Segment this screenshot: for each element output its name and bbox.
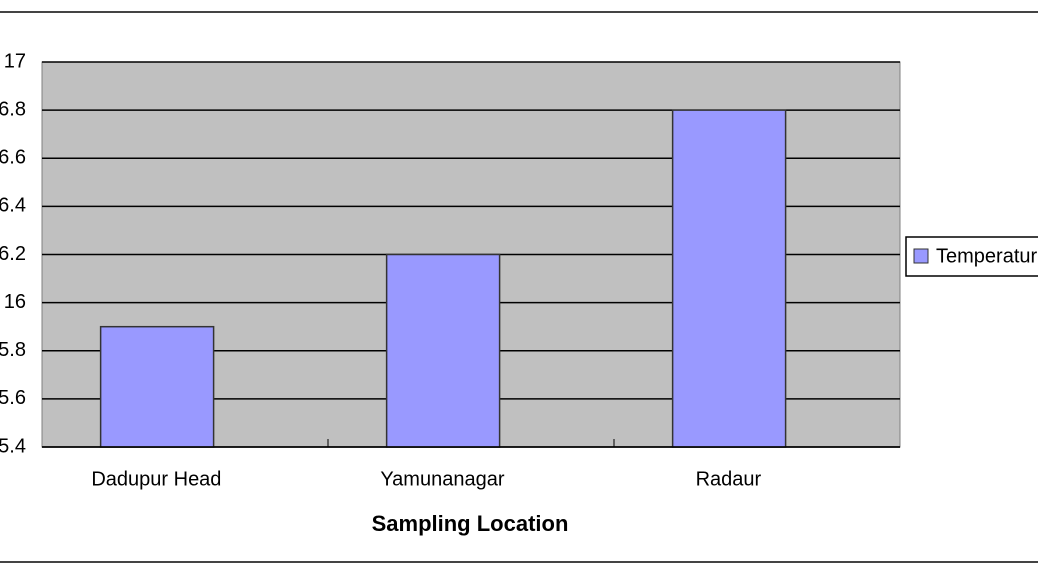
x-tick-label: Yamunanagar (380, 468, 505, 490)
y-tick-label: 16.8 (0, 98, 26, 120)
x-axis-title: Sampling Location (372, 511, 569, 536)
legend-label: Temperature (936, 245, 1038, 267)
y-tick-label: 17 (4, 50, 26, 72)
y-tick-label: 16 (4, 291, 26, 313)
y-tick-label: 15.4 (0, 435, 26, 457)
y-tick-label: 15.6 (0, 387, 26, 409)
y-tick-label: 16.6 (0, 147, 26, 169)
x-tick-label: Radaur (696, 468, 762, 490)
y-tick-label: 16.4 (0, 195, 26, 217)
bar (671, 109, 787, 448)
y-tick-label: 16.2 (0, 243, 26, 265)
legend-swatch (913, 248, 929, 264)
x-tick-label: Dadupur Head (91, 468, 221, 490)
y-tick-label: 15.8 (0, 339, 26, 361)
bar (385, 253, 501, 448)
bar (99, 325, 215, 448)
